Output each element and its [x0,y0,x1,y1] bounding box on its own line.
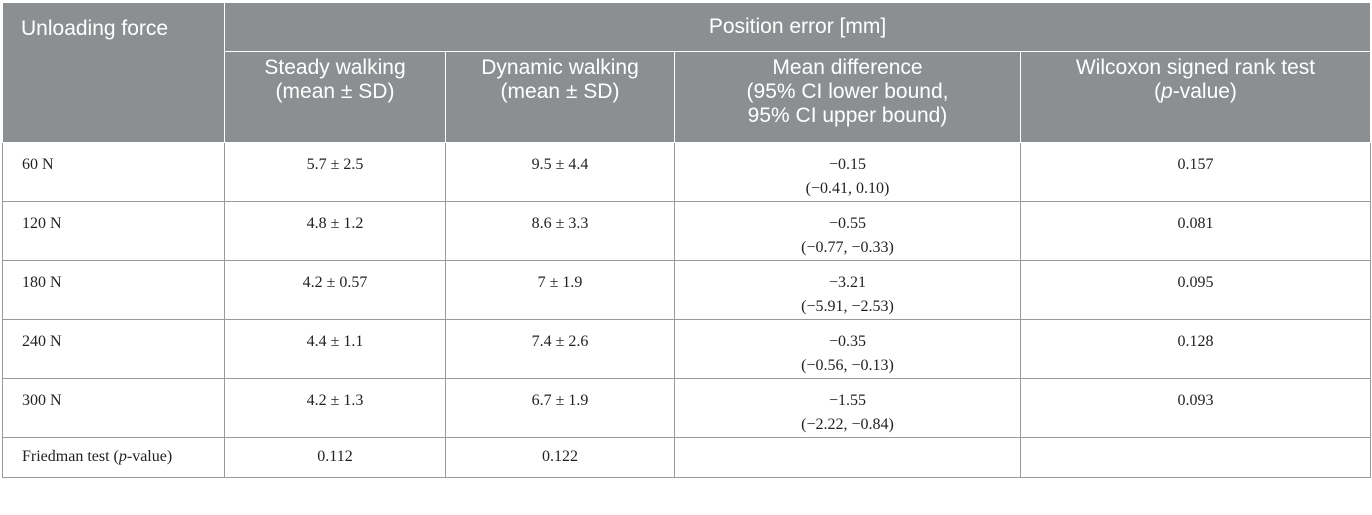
header-steady-line2: (mean ± SD) [275,80,395,103]
dynamic-value: 6.7 ± 1.9 [445,378,675,438]
mean-difference-value: −0.35 [828,333,867,350]
mean-difference-cell: −0.55 (−0.77, −0.33) [674,201,1021,261]
row-label: 180 N [2,260,225,320]
wilcoxon-value: 0.157 [1020,142,1371,202]
steady-value: 4.2 ± 0.57 [224,260,446,320]
mean-difference-cell: −0.15 (−0.41, 0.10) [674,142,1021,202]
header-wilcoxon-suffix: -value) [1172,80,1237,103]
header-row-sub: Steady walking (mean ± SD) Dynamic walki… [3,51,1371,143]
friedman-label: Friedman test (p-value) [2,437,225,478]
row-label: 60 N [2,142,225,202]
mean-difference-cell: −0.35 (−0.56, −0.13) [674,319,1021,379]
table-row: 240 N 4.4 ± 1.1 7.4 ± 2.6 −0.35 (−0.56, … [2,319,1371,379]
friedman-label-prefix: Friedman test ( [22,448,119,465]
row-label: 120 N [2,201,225,261]
steady-value: 4.2 ± 1.3 [224,378,446,438]
dynamic-value: 7 ± 1.9 [445,260,675,320]
row-label: 300 N [2,378,225,438]
wilcoxon-value: 0.081 [1020,201,1371,261]
header-wilcoxon: Wilcoxon signed rank test (p-value) [1020,51,1371,143]
friedman-label-suffix: -value) [126,448,173,465]
header-wilcoxon-prefix: ( [1154,80,1162,103]
header-wilcoxon-p: p [1161,80,1173,103]
friedman-diff-empty [674,437,1021,478]
steady-value: 4.4 ± 1.1 [224,319,446,379]
confidence-interval: (−2.22, −0.84) [801,416,894,433]
friedman-steady-value: 0.112 [224,437,446,478]
header-wilcoxon-line1: Wilcoxon signed rank test [1075,56,1316,79]
confidence-interval: (−0.77, −0.33) [801,239,894,256]
friedman-dynamic-value: 0.122 [445,437,675,478]
header-dynamic-line2: (mean ± SD) [500,80,620,103]
header-dynamic-line1: Dynamic walking [481,56,639,79]
header-mean-difference: Mean difference (95% CI lower bound, 95%… [674,51,1021,143]
wilcoxon-value: 0.128 [1020,319,1371,379]
row-label: 240 N [2,319,225,379]
header-unloading-force: Unloading force [2,2,225,143]
mean-difference-value: −1.55 [828,392,867,409]
header-steady-walking: Steady walking (mean ± SD) [224,51,446,143]
wilcoxon-value: 0.095 [1020,260,1371,320]
header-wilcoxon-line2: (p-value) [1027,80,1364,104]
wilcoxon-value: 0.093 [1020,378,1371,438]
header-steady-line1: Steady walking [264,56,406,79]
header-meandiff-line1: Mean difference [772,56,923,79]
header-meandiff-line2: (95% CI lower bound, [746,80,949,103]
table-row: 60 N 5.7 ± 2.5 9.5 ± 4.4 −0.15 (−0.41, 0… [2,142,1371,202]
friedman-row: Friedman test (p-value) 0.112 0.122 [2,437,1371,478]
mean-difference-value: −0.55 [828,215,867,232]
mean-difference-value: −3.21 [828,274,867,291]
confidence-interval: (−0.56, −0.13) [801,357,894,374]
dynamic-value: 9.5 ± 4.4 [445,142,675,202]
table-row: 180 N 4.2 ± 0.57 7 ± 1.9 −3.21 (−5.91, −… [2,260,1371,320]
dynamic-value: 7.4 ± 2.6 [445,319,675,379]
friedman-label-p: p [118,448,127,465]
mean-difference-cell: −1.55 (−2.22, −0.84) [674,378,1021,438]
friedman-wilcoxon-empty [1020,437,1371,478]
table-row: 120 N 4.8 ± 1.2 8.6 ± 3.3 −0.55 (−0.77, … [2,201,1371,261]
steady-value: 4.8 ± 1.2 [224,201,446,261]
mean-difference-value: −0.15 [828,156,867,173]
mean-difference-cell: −3.21 (−5.91, −2.53) [674,260,1021,320]
confidence-interval: (−5.91, −2.53) [801,298,894,315]
header-meandiff-line3: 95% CI upper bound) [747,104,948,127]
header-row-top: Unloading force Position error [mm] [2,2,1371,143]
dynamic-value: 8.6 ± 3.3 [445,201,675,261]
position-error-table: Unloading force Position error [mm] Stea… [2,2,1371,478]
header-dynamic-walking: Dynamic walking (mean ± SD) [445,51,675,143]
table-row: 300 N 4.2 ± 1.3 6.7 ± 1.9 −1.55 (−2.22, … [2,378,1371,438]
header-position-error: Position error [mm] [224,2,1371,52]
steady-value: 5.7 ± 2.5 [224,142,446,202]
confidence-interval: (−0.41, 0.10) [805,180,890,197]
